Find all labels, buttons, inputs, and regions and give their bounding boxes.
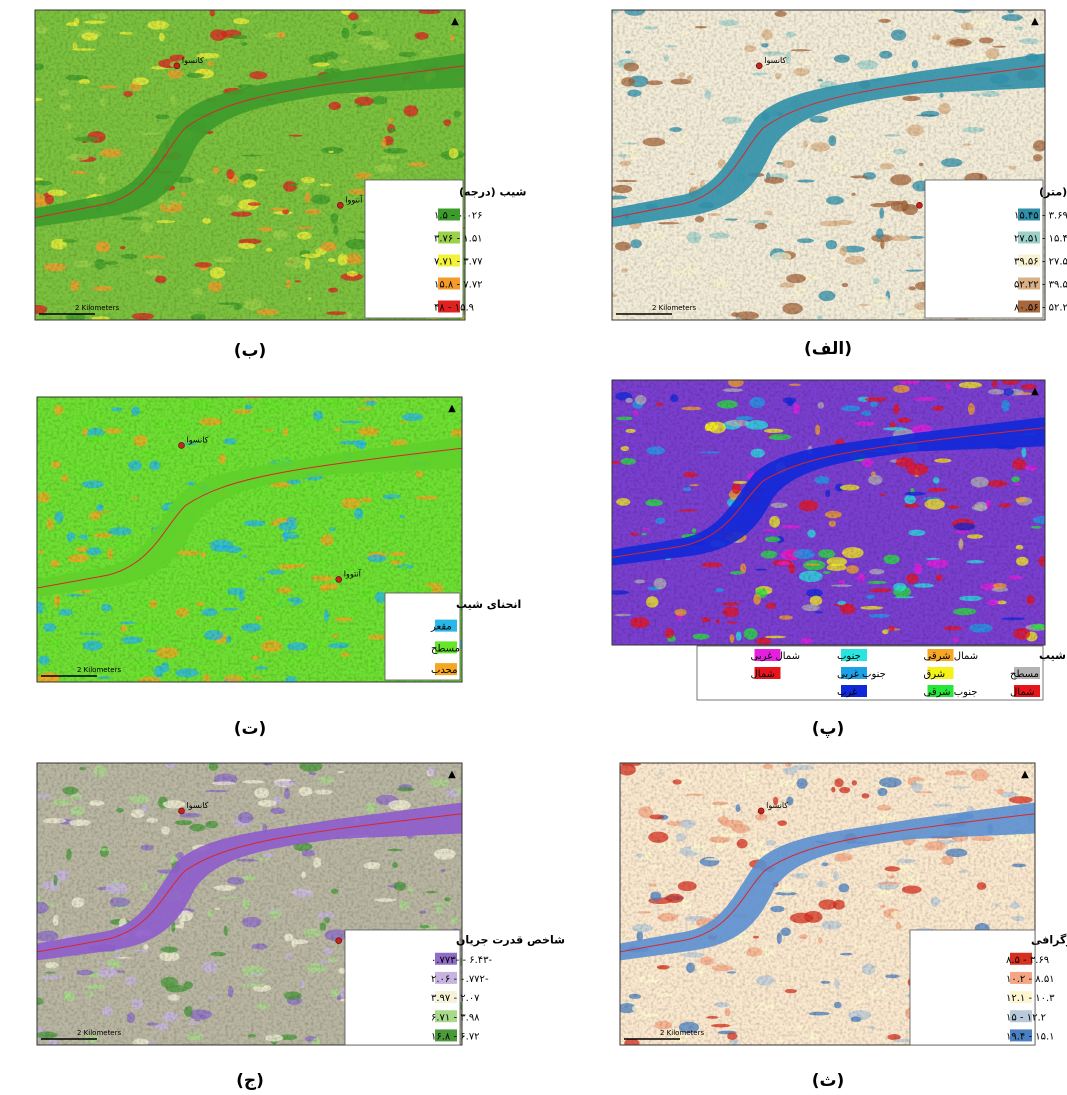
legend-label: ۵۲.۲۳ - ۸۰.۵۶	[1014, 303, 1067, 314]
place-marker	[916, 202, 922, 208]
scale-label: 2 Kilometers	[77, 666, 121, 674]
legend-label: شمال	[751, 669, 775, 680]
scale-label: 2 Kilometers	[652, 304, 696, 312]
place-marker	[756, 63, 762, 69]
place-label: کانسوا	[187, 801, 209, 810]
legend-label: مقعر	[430, 622, 452, 633]
legend-title: ارتفاع (متر)	[1039, 186, 1067, 199]
legend-label: ۱۵.۹ - ۴۸	[434, 303, 474, 314]
legend-label: -۶.۴۳ - -۰.۷۷۳	[431, 955, 493, 966]
legend-label: جنوب	[837, 651, 861, 662]
panel-caption: (الف)	[804, 339, 852, 359]
legend-label: ۷.۷۲ - ۱۵.۸	[434, 280, 483, 291]
north-arrow: ▲	[1021, 769, 1029, 780]
legend-label: شمال	[1010, 687, 1034, 698]
legend-label: ۳.۷۷ - ۷.۷۱	[434, 257, 483, 268]
legend-label: جنوب غربی	[837, 669, 886, 680]
map-panel: ▲ کانسوا آنتووا 2 Kilometers انحنای شیب مقعر م…	[30, 396, 521, 739]
figure: ▲کانسوااووا2 Kilometersارتفاع (متر)۳.۶۹۴…	[0, 0, 1067, 1095]
panel-caption: (ث)	[812, 1071, 845, 1091]
legend-title: شیب (درجه)	[459, 186, 526, 199]
legend-box	[925, 180, 1043, 318]
legend-label: غرب	[837, 687, 857, 698]
north-arrow: ▲	[448, 769, 456, 780]
north-arrow: ▲	[448, 403, 456, 414]
place-marker	[337, 202, 343, 208]
place-label: کانسوا	[764, 56, 786, 65]
legend-label: ۱۵.۴۶ - ۲۷.۵۱	[1014, 234, 1067, 245]
legend-title: انحنای شیب	[456, 598, 521, 611]
legend-label: ۳.۶۹۴ - ۱۵.۴۵	[1014, 211, 1067, 222]
legend-label: شمال غربی	[751, 651, 801, 662]
panel-caption: (ج)	[236, 1071, 264, 1091]
place-label: کانسوا	[182, 56, 204, 65]
north-arrow: ▲	[1031, 16, 1039, 27]
map-panel: ▲کانسوااووا2 Kilometersارتفاع (متر)۳.۶۹۴…	[605, 5, 1067, 359]
legend-title: شاخص قدرت جریان	[456, 934, 565, 947]
legend-label: شرق	[924, 669, 946, 680]
legend-box	[345, 930, 460, 1045]
legend-label: ۳.۶۹ - ۸.۵	[1006, 955, 1049, 966]
legend-title: جهت شیب	[1039, 649, 1067, 662]
north-arrow: ▲	[451, 16, 459, 27]
legend-label: ۲.۰۷ - ۳.۹۷	[431, 993, 480, 1004]
legend-label: ۳.۹۸ - ۶.۷۱	[431, 1012, 480, 1023]
legend-label: ۱۵.۱ - ۱۹.۴	[1006, 1031, 1055, 1042]
map	[604, 375, 1056, 645]
place-marker	[174, 63, 180, 69]
legend-title: شاخص رطوبت توپوگرافی	[1031, 934, 1067, 947]
place-marker	[179, 442, 185, 448]
legend-label: شمال شرقی	[924, 651, 979, 662]
place-label: کانسوا	[766, 801, 788, 810]
panel-caption: (ب)	[234, 341, 267, 361]
legend-label: ۱.۵۱ - ۳.۷۶	[434, 234, 483, 245]
place-label: آنتووا	[345, 194, 363, 204]
legend-label: ۲۷.۵۲ - ۳۹.۵۶	[1014, 257, 1067, 268]
scale-label: 2 Kilometers	[660, 1029, 704, 1037]
legend-label: ۰.۰۲۶ - ۱.۵	[434, 211, 483, 222]
legend-label: جنوب شرقی	[924, 687, 978, 698]
scale-label: 2 Kilometers	[77, 1029, 121, 1037]
legend-label: ۳۹.۵۷ - ۵۲.۲۲	[1014, 280, 1067, 291]
map-panel: ▲ کانسوا 2 Kilometers شاخص رطوبت توپوگرافی ۳…	[613, 761, 1067, 1091]
legend-label: ۱۲.۲ - ۱۵	[1006, 1012, 1046, 1023]
legend-label: ۸.۵۱ - ۱۰.۲	[1006, 974, 1055, 985]
legend-label: مسطح	[431, 643, 460, 654]
legend-label: مسطح	[1010, 669, 1039, 680]
legend-label: ۶.۷۲ - ۱۶.۸	[431, 1031, 480, 1042]
legend-box	[365, 180, 463, 318]
scale-label: 2 Kilometers	[75, 304, 119, 312]
map-panel: ▲ کانسوا آنتووا 2 Kilometers شیب (درجه) ۰.۰۲۶…	[27, 6, 527, 361]
place-label: کانسوا	[187, 435, 209, 444]
panel-caption: (ت)	[234, 719, 267, 739]
texture	[612, 380, 1045, 645]
legend-label: محدب	[431, 665, 457, 676]
panel-caption: (پ)	[812, 719, 845, 739]
place-marker	[336, 938, 342, 944]
place-label: آنتووا	[344, 568, 362, 578]
place-marker	[336, 576, 342, 582]
place-marker	[758, 808, 764, 814]
north-arrow: ▲	[1031, 386, 1039, 397]
legend-label: ۱۰.۳ - ۱۲.۱	[1006, 993, 1055, 1004]
legend-box	[910, 930, 1035, 1045]
legend-label: -۰.۷۷۲ - ۲.۰۶	[431, 974, 489, 985]
place-marker	[179, 808, 185, 814]
